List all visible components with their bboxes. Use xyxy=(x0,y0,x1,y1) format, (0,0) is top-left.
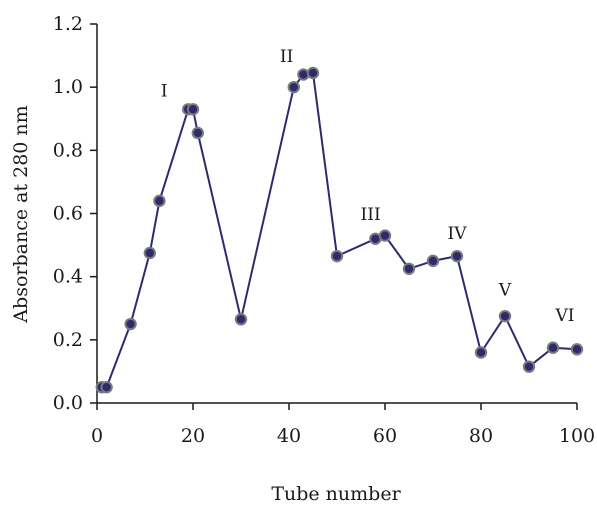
x-axis-title: Tube number xyxy=(271,483,401,505)
data-point xyxy=(191,126,205,140)
x-tick-label: 20 xyxy=(181,425,205,447)
axes xyxy=(96,24,577,404)
peak-label: I xyxy=(161,82,168,102)
data-point xyxy=(124,317,137,331)
data-point xyxy=(153,194,166,208)
y-tick-label: 1.2 xyxy=(53,13,83,35)
y-tick-label: 1.0 xyxy=(53,76,83,98)
data-point xyxy=(402,262,416,275)
y-tick-label: 0.0 xyxy=(53,392,83,414)
y-tick-label: 0.6 xyxy=(53,203,83,225)
data-point xyxy=(287,80,300,94)
y-tick-label: 0.4 xyxy=(53,266,83,288)
y-axis-title: Absorbance at 280 nm xyxy=(10,105,32,323)
data-point xyxy=(546,341,560,354)
ticks: 0 20 40 60 80 100 0.0 0.2 0.4 0.6 0.8 1.0 1.2 xyxy=(53,13,595,447)
data-point xyxy=(450,249,464,263)
series-line xyxy=(101,72,578,389)
data-point xyxy=(306,66,320,80)
data-point xyxy=(330,249,344,263)
x-tick-label: 100 xyxy=(559,425,595,447)
data-point xyxy=(570,343,584,356)
data-series xyxy=(95,66,584,394)
data-point xyxy=(522,360,536,373)
data-point xyxy=(143,246,157,260)
peak-label: VI xyxy=(555,306,575,326)
data-point xyxy=(426,254,440,268)
peak-label: V xyxy=(498,281,512,301)
x-tick-label: 80 xyxy=(469,425,493,447)
peak-label: II xyxy=(280,47,293,67)
y-tick-label: 0.8 xyxy=(53,139,83,161)
data-point xyxy=(234,313,248,326)
peak-label: III xyxy=(361,205,381,225)
data-point xyxy=(100,381,113,394)
x-tick-label: 40 xyxy=(277,425,301,447)
x-tick-label: 60 xyxy=(373,425,397,447)
data-point xyxy=(378,229,392,242)
data-point xyxy=(498,309,512,323)
peak-label: IV xyxy=(448,224,468,244)
y-tick-label: 0.2 xyxy=(53,329,83,351)
data-point xyxy=(474,346,488,359)
data-point xyxy=(186,103,200,116)
x-tick-label: 0 xyxy=(91,425,103,447)
